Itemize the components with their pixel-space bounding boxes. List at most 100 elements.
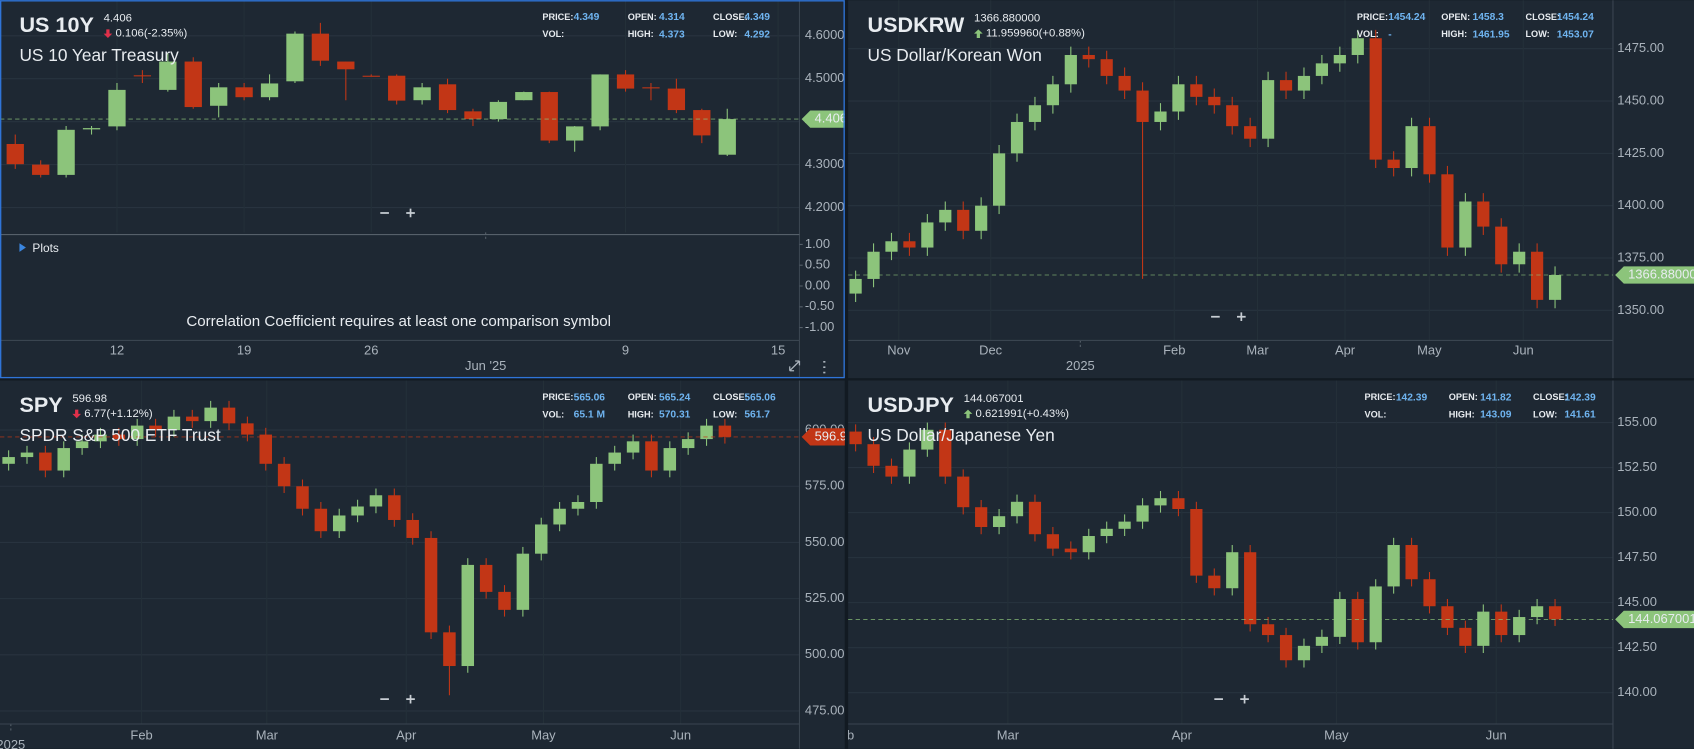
subplot-y-tick-label: 0.00 [805,277,830,292]
stat-value: 565.06 [744,392,776,403]
candle-body [1244,552,1257,625]
candle-body [1477,611,1490,646]
price: 4.406 [104,13,132,25]
candle-body [939,209,952,223]
candle-body [167,416,181,431]
candle-body [992,516,1006,528]
candle-body [992,153,1006,206]
chart-panel: 155.00 152.50 150.00 147.50 145.00 142.50 140.… [832,380,1694,749]
y-tick-label: 1425.00 [1617,145,1664,160]
last-price-label: 596.98 [815,428,855,443]
candle-body [1118,521,1131,529]
candle-body [1172,498,1185,510]
zoom-in-button[interactable] [406,208,415,218]
x-tick-label: Nov [887,343,911,358]
price: 1366.880000 [974,13,1040,25]
x-tick-label: May [531,727,556,742]
stat-label: OPEN: [628,392,657,402]
candle-body [210,87,228,106]
last-price-label: 1366.880000 [1628,266,1694,281]
candle-body [1315,636,1328,646]
candle-body [413,87,431,101]
candle-body [186,416,199,422]
expand-button[interactable] [789,360,801,372]
price: 596.98 [72,393,107,405]
candle-body [1064,548,1077,553]
candle-body [921,429,934,450]
candle-body [681,439,695,449]
candle-body [464,111,482,120]
stat-value: 142.39 [1564,392,1596,403]
candle-body [903,449,916,477]
y-tick-label: 1475.00 [1617,40,1664,55]
candle-body [314,508,328,532]
change: 11.959960(+0.88%) [986,28,1085,40]
candle-body [1028,105,1042,122]
candle-body [1226,552,1239,589]
stat-value: 65.1 M [574,410,605,421]
candle-body [108,89,126,127]
symbol: SPY [19,392,63,417]
candle-body [260,83,279,98]
change-arrow [963,409,973,419]
candle-body [1136,90,1149,122]
y-tick-label: 4.3000 [805,156,845,171]
candle-body [1513,617,1526,636]
candle-body [241,423,254,435]
candle-body [1154,498,1167,506]
x-tick-label: Jun [1513,343,1534,358]
candle-body [1351,599,1364,643]
subplot-title[interactable]: Plots [32,241,58,255]
symbol: USDJPY [868,392,955,417]
stat-value: 1454.24 [1557,12,1594,23]
subplot-toggle[interactable] [19,243,26,252]
candle-body [1405,545,1418,580]
candle-body [540,92,558,141]
candle-body [1369,586,1382,643]
candle-body [591,74,609,127]
candle-body [1262,80,1275,139]
candle-body [388,75,406,101]
stat-label: OPEN: [1449,392,1478,402]
candle-body [82,128,101,130]
candle-body [1387,545,1400,587]
candle-body [553,508,566,525]
y-tick-label: 1375.00 [1617,249,1664,264]
candle-body [867,444,880,466]
stat-label: LOW: [713,29,737,39]
candle-body [1513,251,1526,265]
y-tick-label: 1400.00 [1617,197,1664,212]
candle-body [718,425,732,437]
stat-label: HIGH: [628,29,654,39]
x-tick-label: Feb [1163,343,1185,358]
candle-body [1190,509,1203,576]
zoom-in-button[interactable] [1237,312,1246,322]
x-tick-label: Mar [997,727,1020,742]
candle-body [149,425,162,431]
subplot-y-tick-label: 1.00 [805,236,830,251]
candle-body [645,441,658,471]
stat-value: - [1388,29,1391,40]
zoom-in-button[interactable] [1240,694,1249,704]
instrument-name: US Dollar/Japanese Yen [868,425,1055,445]
candle-body [1010,121,1024,154]
candle-body [6,143,24,165]
x-tick-label: Feb [832,727,854,742]
candle-body [94,434,107,442]
zoom-in-button[interactable] [406,694,415,704]
stat-label: VOL: [542,409,564,419]
candle-body [1477,201,1490,227]
stat-label: CLOSE: [1533,392,1568,402]
x-tick-label: Apr [396,727,417,742]
stat-label: LOW: [1525,29,1549,39]
stat-label: LOW: [1533,409,1557,419]
stat-value: 4.349 [744,12,770,23]
candle-body [479,564,493,592]
candle-body [566,126,584,141]
y-tick-label: 145.00 [1617,594,1657,609]
candle-body [903,241,916,248]
candle-body [311,33,330,61]
candle-body [642,87,660,89]
y-tick-label: 525.00 [805,590,845,605]
candle-body [1244,126,1257,139]
